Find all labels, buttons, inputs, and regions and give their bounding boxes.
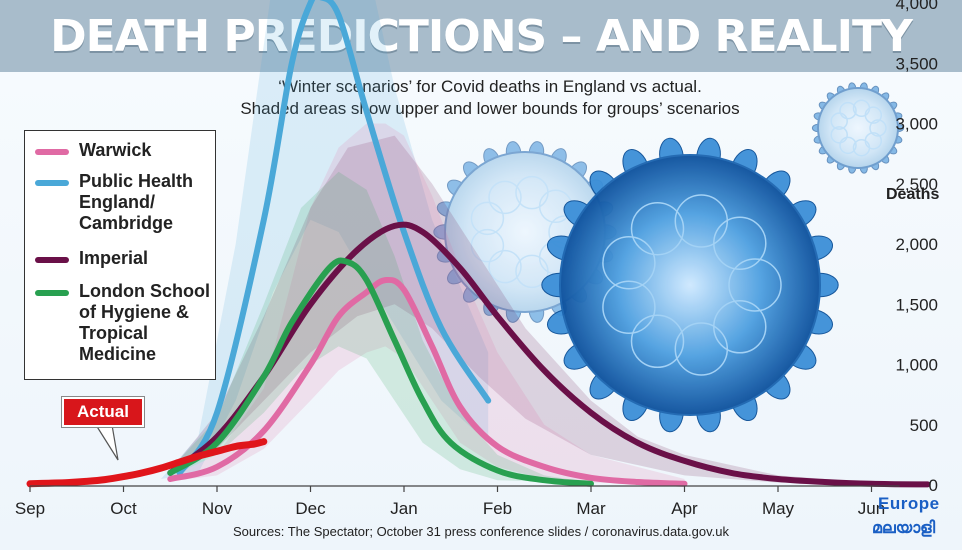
legend-label-lshtm: London School of Hygiene & Tropical Medi…	[79, 281, 210, 364]
x-tick-label: May	[762, 499, 795, 518]
virus-illustration	[433, 82, 905, 433]
line-imperial	[167, 221, 931, 488]
y-tick-label: 1,000	[895, 356, 938, 375]
y-tick-label: 4,000	[895, 0, 938, 13]
legend-swatch-warwick	[35, 149, 69, 155]
subtitle-line-1: ‘Winter scenarios’ for Covid deaths in E…	[278, 77, 702, 96]
legend-label-imperial: Imperial	[79, 248, 149, 268]
line-phe	[176, 0, 492, 476]
x-tick-label: Jun	[858, 499, 885, 518]
watermark-line-2: മലയാളി	[872, 518, 936, 537]
line-lshtm	[167, 257, 594, 487]
legend-label-phe: Public Health England/ Cambridge	[79, 171, 194, 233]
source-note: Sources: The Spectator; October 31 press…	[233, 524, 729, 539]
x-tick-label: Oct	[110, 499, 137, 518]
x-tick-label: Sep	[15, 499, 45, 518]
chart-title: DEATH PREDICTIONS – AND REALITY	[50, 10, 913, 62]
y-tick-label: 1,500	[895, 295, 938, 314]
y-tick-label: 2,500	[895, 175, 938, 194]
legend: Warwick Public Health England/ Cambridge…	[24, 130, 216, 380]
legend-item-phe: Public Health England/ Cambridge	[35, 171, 215, 234]
y-tick-label: 2,000	[895, 235, 938, 254]
legend-label-warwick: Warwick	[79, 140, 152, 160]
legend-swatch-imperial	[35, 257, 69, 263]
x-tick-label: Feb	[483, 499, 512, 518]
legend-item-imperial: Imperial	[35, 248, 215, 269]
legend-swatch-lshtm	[35, 290, 69, 296]
line-actual	[26, 438, 268, 488]
y-tick-label: 3,500	[895, 54, 938, 73]
annotation-pointer	[94, 424, 119, 461]
band-lshtm	[170, 171, 592, 483]
band-phe	[160, 0, 489, 479]
x-tick-label: Mar	[576, 499, 606, 518]
legend-item-warwick: Warwick	[35, 140, 215, 161]
x-tick-label: Apr	[671, 499, 698, 518]
y-axis-label: Deaths	[886, 186, 940, 203]
band-imperial	[170, 135, 872, 483]
x-tick-label: Jan	[390, 499, 417, 518]
legend-swatch-phe	[35, 180, 69, 186]
legend-item-lshtm: London School of Hygiene & Tropical Medi…	[35, 281, 215, 365]
title-banner: DEATH PREDICTIONS – AND REALITY	[0, 0, 962, 72]
watermark-logo: Europe മലയാളി	[868, 474, 960, 544]
actual-annotation-badge: Actual	[62, 397, 144, 427]
line-warwick	[167, 276, 688, 487]
y-tick-label: 0	[929, 476, 938, 495]
watermark-line-1: Europe	[878, 494, 940, 513]
x-tick-label: Dec	[295, 499, 326, 518]
y-tick-label: 3,000	[895, 115, 938, 134]
x-tick-label: Nov	[202, 499, 233, 518]
y-tick-label: 500	[910, 416, 938, 435]
